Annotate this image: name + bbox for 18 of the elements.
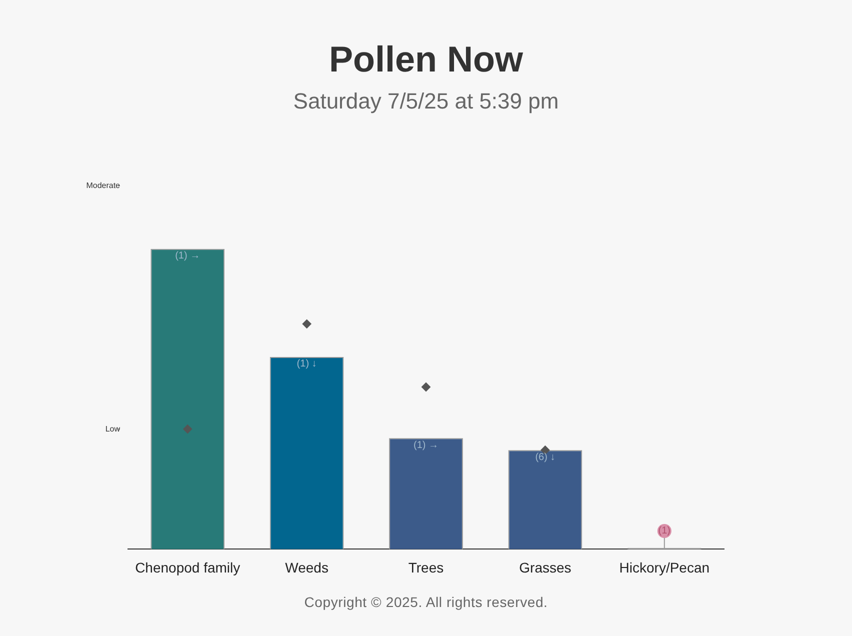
chart-title: Pollen Now bbox=[328, 38, 524, 80]
annotation: (1) bbox=[658, 526, 671, 537]
annotation: (1) → bbox=[175, 250, 200, 262]
point bbox=[422, 382, 430, 392]
x-tick-label: Chenopod family bbox=[135, 559, 240, 576]
point bbox=[302, 319, 312, 328]
x-tick-label: Grasses bbox=[519, 559, 572, 576]
x-tick-label: Weeds bbox=[285, 559, 328, 576]
ref-line-label: Moderate bbox=[86, 180, 121, 190]
ref-line-label: Low bbox=[105, 424, 120, 434]
point bbox=[183, 424, 192, 434]
x-tick-label: Hickory/Pecan bbox=[619, 559, 710, 576]
annotation: (1) ↓ bbox=[296, 358, 317, 370]
annotation: (6) ↓ bbox=[535, 452, 556, 463]
chart-subtitle: Saturday 7/5/25 at 5:39 pm bbox=[293, 88, 559, 114]
x-tick-label: Trees bbox=[408, 559, 444, 576]
text: Copyright © 2025. All rights reserved. bbox=[303, 594, 549, 610]
annotation: (1) → bbox=[414, 440, 438, 451]
